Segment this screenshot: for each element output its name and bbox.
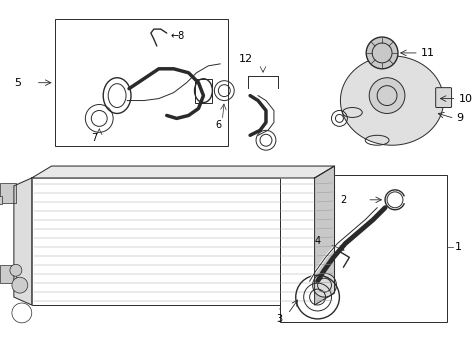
Polygon shape — [14, 178, 32, 305]
Text: 12: 12 — [239, 54, 253, 64]
Text: 3: 3 — [277, 314, 283, 324]
FancyBboxPatch shape — [436, 88, 452, 108]
Bar — [280, 175, 447, 322]
Text: 11: 11 — [421, 48, 435, 58]
Text: 7: 7 — [91, 133, 98, 143]
Text: 10: 10 — [458, 94, 473, 104]
Bar — [32, 178, 315, 305]
Circle shape — [366, 37, 398, 69]
Polygon shape — [315, 166, 335, 305]
Bar — [310, 255, 339, 275]
Circle shape — [369, 78, 405, 113]
Text: 4: 4 — [315, 237, 320, 246]
Text: 9: 9 — [456, 113, 464, 124]
Circle shape — [10, 264, 22, 276]
Bar — [0, 183, 16, 203]
Bar — [375, 103, 397, 117]
Circle shape — [12, 277, 28, 293]
Bar — [194, 79, 212, 103]
Text: ←8: ←8 — [171, 31, 185, 41]
Text: 2: 2 — [340, 195, 346, 205]
Polygon shape — [32, 166, 335, 178]
Text: 5: 5 — [14, 78, 21, 88]
Ellipse shape — [340, 56, 444, 145]
Bar — [0, 196, 2, 204]
Bar — [55, 19, 228, 146]
Circle shape — [313, 273, 337, 297]
Text: 6: 6 — [215, 120, 221, 130]
Bar — [0, 265, 16, 283]
Text: 1: 1 — [455, 243, 462, 252]
